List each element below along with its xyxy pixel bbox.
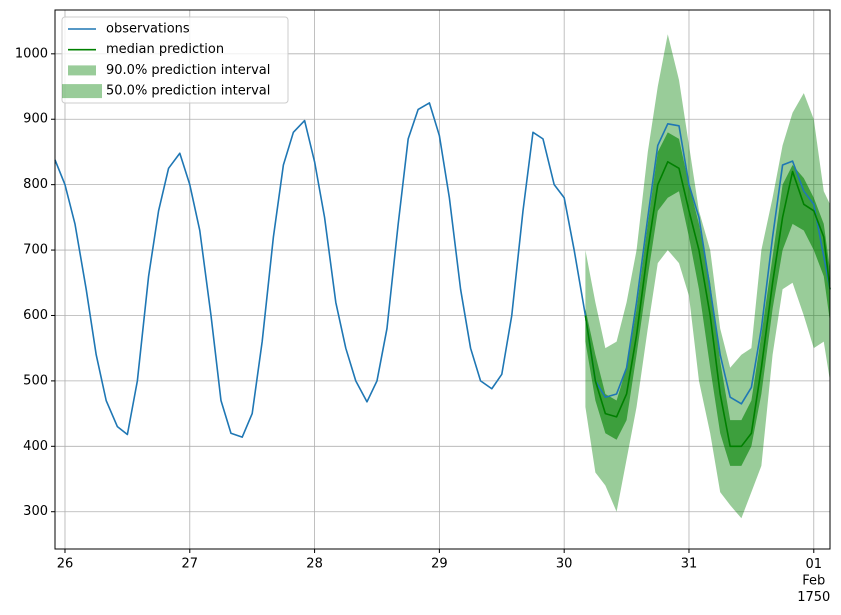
series-line (584, 160, 831, 448)
legend: observations median prediction 90.0% predi… (61, 16, 289, 104)
legend-box (61, 16, 289, 104)
legend-swatch (68, 65, 96, 76)
y-tick-label: 500 (23, 373, 48, 388)
y-tick-label: 300 (23, 504, 48, 519)
y-tick-label: 1000 (15, 46, 48, 61)
x-tick-label: 29 (431, 557, 448, 572)
y-tick-label: 700 (23, 243, 48, 258)
x-tick-label: 28 (306, 557, 323, 572)
x-tick-label: 30 (556, 557, 573, 572)
y-tick-label: 400 (23, 439, 48, 454)
legend-label: 50.0% prediction interval (106, 84, 270, 99)
data-layer (54, 34, 831, 519)
legend-label: 90.0% prediction interval (106, 63, 270, 78)
legend-swatch (62, 84, 102, 99)
y-tick-label: 800 (23, 177, 48, 192)
legend-label: median prediction (106, 42, 224, 57)
axis-layer: 300 400 500 600 700 800 900 1000 26 27 28 29 30 31 01 F… (15, 46, 830, 604)
x-tick-label: 26 (57, 557, 74, 572)
y-tick-label: 600 (23, 308, 48, 323)
series-line (54, 102, 831, 438)
plot-frame (54, 9, 831, 550)
legend-label: observations (106, 22, 190, 37)
x-tick-label: 31 (681, 557, 698, 572)
x-tick-label: 01 Feb 1750 (797, 557, 830, 605)
y-tick-label: 900 (23, 112, 48, 127)
grid-layer (55, 10, 830, 549)
x-tick-label: 27 (182, 557, 199, 572)
